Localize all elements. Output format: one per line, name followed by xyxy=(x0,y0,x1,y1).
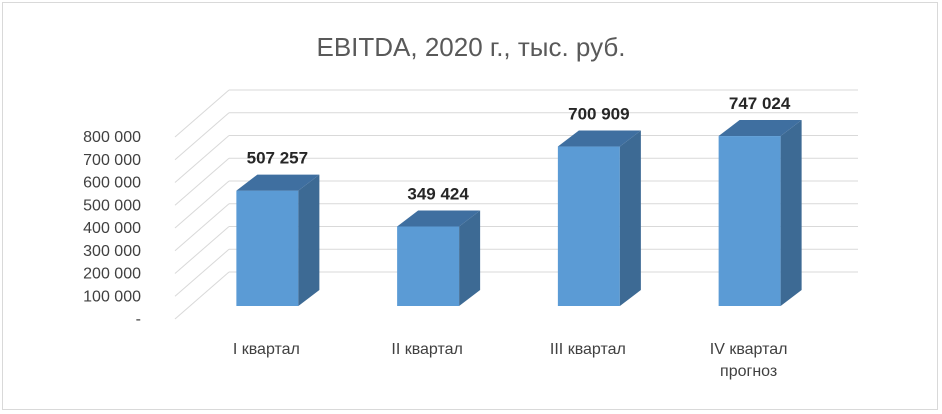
data-label: 700 909 xyxy=(568,105,629,124)
bar xyxy=(557,130,641,306)
y-tick-label: 400 000 xyxy=(83,220,141,237)
data-label: 507 257 xyxy=(247,149,308,168)
data-labels-layer: 507 257 349 424 700 909 747 024 xyxy=(247,94,791,203)
bar xyxy=(236,174,320,306)
data-label: 349 424 xyxy=(407,185,469,204)
bar xyxy=(718,120,802,307)
y-tick-label: 500 000 xyxy=(83,197,141,214)
y-tick-label: 100 000 xyxy=(83,288,141,305)
category-label: IV квартал прогноз xyxy=(710,341,788,380)
category-label: III квартал xyxy=(550,341,626,358)
bar xyxy=(397,210,481,306)
chart-title: EBITDA, 2020 г., тыс. руб. xyxy=(316,32,625,62)
category-label: II квартал xyxy=(391,341,462,358)
data-label: 747 024 xyxy=(729,94,791,113)
x-axis-category-labels: I квартал II квартал III квартал IV квартал… xyxy=(233,341,788,380)
y-tick-label: 200 000 xyxy=(83,266,141,283)
y-tick-label: 300 000 xyxy=(83,243,141,260)
category-label: I квартал xyxy=(233,341,300,358)
y-tick-label: - xyxy=(136,311,141,328)
bars-layer xyxy=(236,120,802,307)
y-tick-label: 800 000 xyxy=(83,129,141,146)
y-tick-label: 600 000 xyxy=(83,175,141,192)
y-axis-tick-labels: - 100 000 200 000 300 000 400 000 500 000 600 … xyxy=(83,129,141,328)
gridline xyxy=(174,112,858,161)
y-tick-label: 700 000 xyxy=(83,152,141,169)
gridline xyxy=(174,89,858,138)
